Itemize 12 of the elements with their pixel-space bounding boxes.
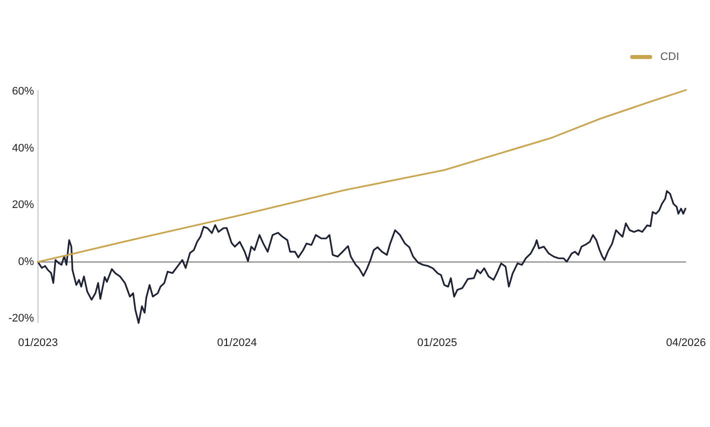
- y-tick-label: 0%: [18, 256, 34, 268]
- line-series: [37, 89, 687, 263]
- x-tick-label: 04/2026: [666, 337, 706, 349]
- y-tick-label: -20%: [8, 312, 34, 325]
- x-tick-label: 01/2023: [18, 337, 58, 349]
- y-tick-label: 40%: [12, 142, 34, 154]
- x-tick-label: 01/2025: [417, 337, 458, 349]
- line-series: [37, 190, 686, 324]
- y-tick-label: 20%: [12, 199, 34, 212]
- y-tick-label: 60%: [12, 86, 34, 98]
- x-tick-label: 01/2024: [217, 337, 257, 349]
- legend-label: CDI: [660, 51, 680, 63]
